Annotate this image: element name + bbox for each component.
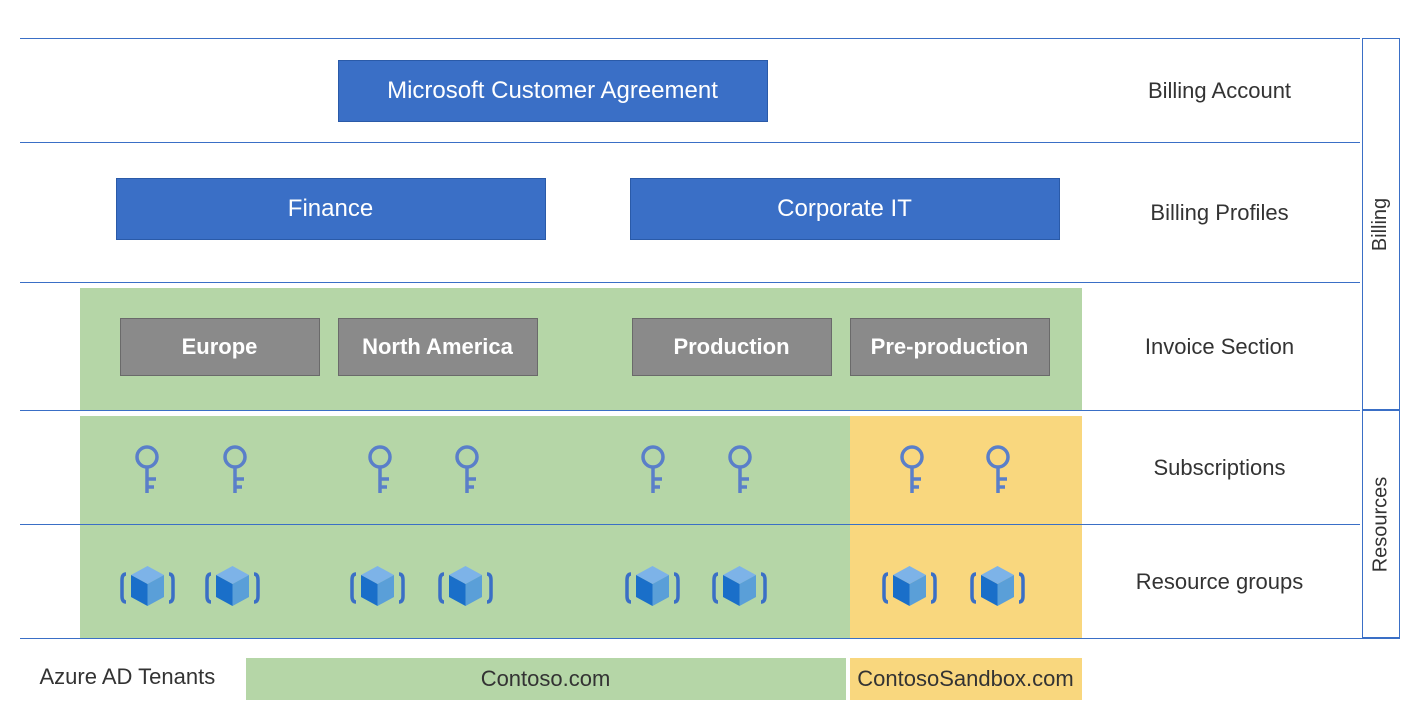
- vertical-section-resources: Resources: [1362, 410, 1400, 638]
- tenant-contoso-text: Contoso.com: [481, 666, 611, 692]
- resource-group-icon: [712, 560, 767, 615]
- resource-group-icon: [205, 560, 260, 615]
- billing-profiles-label: Billing Profiles: [1150, 200, 1288, 226]
- tenant-contoso: Contoso.com: [246, 658, 846, 700]
- europe-text: Europe: [182, 334, 258, 360]
- bottom-rule: [20, 638, 1400, 639]
- box-mca: Microsoft Customer Agreement: [338, 60, 768, 122]
- vertical-section-billing: Billing: [1362, 38, 1400, 410]
- azure-billing-hierarchy-diagram: Billing Resources Billing Account Micros…: [20, 10, 1400, 690]
- tenant-sandbox-text: ContosoSandbox.com: [857, 666, 1073, 692]
- tenant-contoso-sandbox: ContosoSandbox.com: [850, 658, 1082, 700]
- mca-text: Microsoft Customer Agreement: [387, 77, 718, 105]
- box-corporate-it: Corporate IT: [630, 178, 1060, 240]
- box-finance: Finance: [116, 178, 546, 240]
- key-icon: [132, 445, 162, 500]
- production-text: Production: [673, 334, 789, 360]
- key-icon: [638, 445, 668, 500]
- resources-label: Resources: [1369, 476, 1392, 572]
- key-icon: [452, 445, 482, 500]
- resource-group-icon: [350, 560, 405, 615]
- key-icon: [983, 445, 1013, 500]
- north-america-text: North America: [362, 334, 513, 360]
- key-icon: [365, 445, 395, 500]
- key-icon: [220, 445, 250, 500]
- resource-group-icon: [438, 560, 493, 615]
- row-tenants: Azure AD Tenants Contoso.com ContosoSand…: [20, 658, 1400, 703]
- invoice-section-label: Invoice Section: [1145, 334, 1294, 360]
- pre-production-text: Pre-production: [871, 334, 1029, 360]
- billing-account-label: Billing Account: [1148, 78, 1291, 104]
- resource-groups-label: Resource groups: [1136, 569, 1304, 595]
- resource-group-icon: [120, 560, 175, 615]
- key-icon: [725, 445, 755, 500]
- resource-group-icon: [625, 560, 680, 615]
- box-pre-production: Pre-production: [850, 318, 1050, 376]
- billing-label: Billing: [1369, 197, 1392, 250]
- box-europe: Europe: [120, 318, 320, 376]
- finance-text: Finance: [288, 195, 373, 223]
- tenants-header: Azure AD Tenants: [40, 664, 216, 690]
- box-production: Production: [632, 318, 832, 376]
- box-north-america: North America: [338, 318, 538, 376]
- corporate-it-text: Corporate IT: [777, 195, 912, 223]
- resource-group-icon: [970, 560, 1025, 615]
- key-icon: [897, 445, 927, 500]
- resource-group-icon: [882, 560, 937, 615]
- subscriptions-label: Subscriptions: [1153, 455, 1285, 481]
